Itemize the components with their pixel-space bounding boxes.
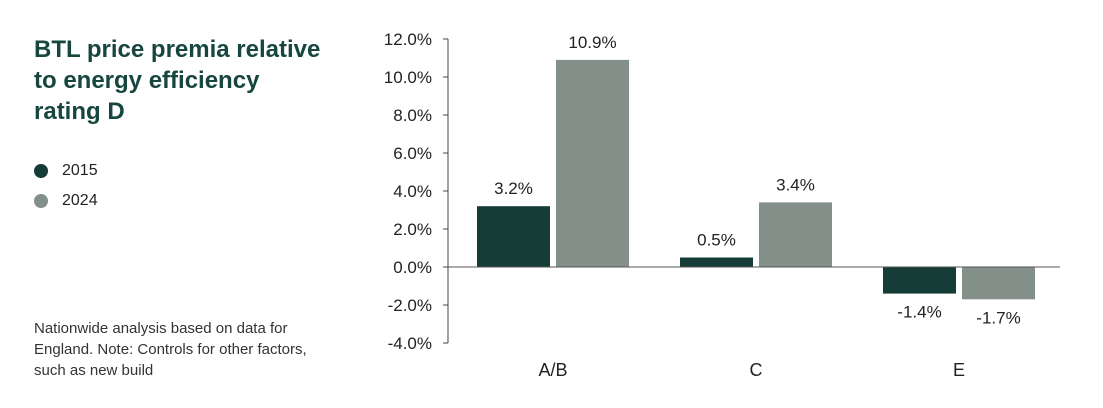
chart-title: BTL price premia relative to energy effi… [34, 36, 321, 125]
data-label: 3.4% [776, 175, 815, 194]
legend-item-2015: 2015 [34, 156, 98, 186]
data-label: -1.4% [897, 303, 941, 322]
bar-2024-E [962, 267, 1035, 300]
bar-2024-AB [556, 59, 629, 268]
y-tick-label: 10.0% [384, 68, 432, 87]
y-tick-label: -4.0% [388, 334, 432, 353]
bar-2015-E [883, 267, 956, 294]
data-label: 3.2% [494, 179, 533, 198]
x-category-label: A/B [538, 360, 567, 380]
data-label: 10.9% [568, 33, 616, 52]
x-category-label: C [750, 360, 763, 380]
y-tick-label: -2.0% [388, 296, 432, 315]
legend: 2015 2024 [34, 156, 98, 216]
y-tick-label: 4.0% [393, 182, 432, 201]
y-tick-label: 0.0% [393, 258, 432, 277]
chart-side-panel: BTL price premia relative to energy effi… [34, 0, 334, 408]
legend-label-2024: 2024 [62, 192, 98, 209]
footnote: Nationwide analysis based on data for En… [34, 320, 307, 379]
data-label: 0.5% [697, 231, 736, 250]
bar-2015-C [680, 257, 753, 267]
data-label: -1.7% [976, 308, 1020, 327]
legend-item-2024: 2024 [34, 186, 98, 216]
x-category-label: E [953, 360, 965, 380]
y-tick-label: 2.0% [393, 220, 432, 239]
y-tick-label: 12.0% [384, 30, 432, 49]
legend-swatch-2024 [34, 194, 48, 208]
y-tick-label: 8.0% [393, 106, 432, 125]
y-tick-label: 6.0% [393, 144, 432, 163]
bar-2024-C [759, 202, 832, 267]
legend-swatch-2015 [34, 164, 48, 178]
bar-2015-AB [477, 206, 550, 267]
legend-label-2015: 2015 [62, 162, 98, 179]
